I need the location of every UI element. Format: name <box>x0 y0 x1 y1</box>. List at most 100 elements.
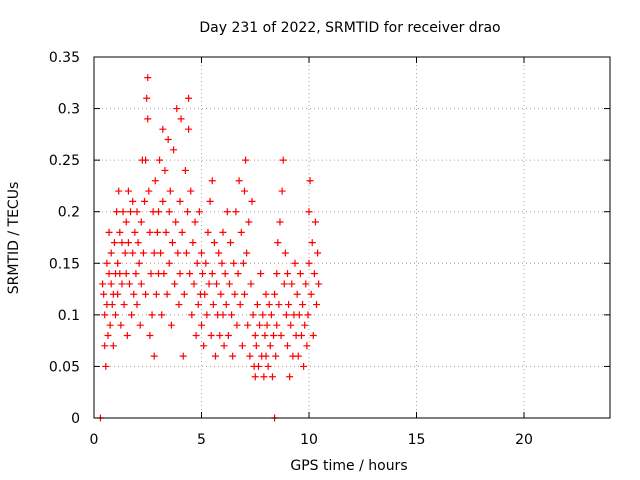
data-point <box>115 187 123 195</box>
data-point <box>198 249 205 257</box>
data-point <box>216 331 224 339</box>
data-point <box>168 239 176 247</box>
data-point <box>270 331 278 339</box>
data-point <box>251 331 259 339</box>
data-point <box>181 166 189 174</box>
data-point <box>110 239 118 247</box>
y-tick-label: 0.25 <box>49 153 80 169</box>
data-point <box>243 249 251 257</box>
data-point <box>158 311 166 319</box>
data-point <box>137 280 145 288</box>
data-point <box>242 156 250 164</box>
data-point <box>186 270 194 278</box>
data-point <box>281 249 289 257</box>
data-point <box>300 362 308 370</box>
data-point <box>278 187 286 195</box>
data-point <box>174 249 182 257</box>
data-point <box>165 259 173 267</box>
data-point <box>235 177 243 185</box>
data-point <box>189 239 197 247</box>
data-point <box>136 321 144 329</box>
data-point <box>303 342 311 350</box>
data-point <box>112 311 119 319</box>
data-point <box>107 249 115 257</box>
data-point <box>116 270 124 278</box>
data-point <box>129 249 137 257</box>
data-point <box>247 280 255 288</box>
data-point <box>166 187 174 195</box>
data-point <box>296 270 304 278</box>
data-point <box>142 290 150 298</box>
data-point <box>276 218 284 226</box>
data-point <box>238 342 246 350</box>
data-point <box>127 208 135 216</box>
data-point <box>101 311 109 319</box>
data-point <box>213 280 221 288</box>
y-axis-label: SRMTID / TECUs <box>6 182 22 295</box>
data-point <box>305 208 313 216</box>
data-point <box>146 331 154 339</box>
data-point <box>144 115 152 123</box>
data-point <box>229 352 237 360</box>
data-point <box>108 301 116 309</box>
data-point <box>162 228 170 236</box>
data-point <box>254 362 262 370</box>
data-point <box>185 94 193 102</box>
data-point <box>239 259 247 267</box>
data-point <box>190 280 198 288</box>
data-point <box>114 259 122 267</box>
data-point <box>160 270 168 278</box>
data-point <box>223 208 231 216</box>
x-tick-label: 15 <box>408 432 426 448</box>
data-point <box>244 321 252 329</box>
data-point <box>209 301 217 309</box>
data-point <box>220 342 228 350</box>
data-point <box>155 208 162 216</box>
data-point <box>119 208 127 216</box>
data-point <box>221 270 229 278</box>
y-tick-label: 0.35 <box>49 50 80 66</box>
data-point <box>249 311 257 319</box>
data-point <box>123 331 131 339</box>
data-point <box>165 208 173 216</box>
data-point <box>237 228 245 236</box>
data-point <box>271 290 279 298</box>
data-point <box>198 321 205 329</box>
data-point <box>273 321 281 329</box>
data-point <box>191 218 199 226</box>
data-point <box>105 270 113 278</box>
data-point <box>232 208 240 216</box>
data-point <box>272 352 280 360</box>
data-point <box>106 321 114 329</box>
data-point <box>159 197 167 205</box>
data-point <box>151 177 159 185</box>
data-point <box>180 290 188 298</box>
data-point <box>203 311 211 319</box>
data-point <box>175 301 183 309</box>
data-point <box>282 311 290 319</box>
data-point <box>141 197 149 205</box>
data-point <box>176 270 184 278</box>
data-point <box>313 301 321 309</box>
data-point <box>147 270 155 278</box>
data-point <box>124 239 132 247</box>
data-point <box>167 321 175 329</box>
data-point <box>109 342 117 350</box>
x-axis-label: GPS time / hours <box>290 458 407 474</box>
data-point <box>285 301 293 309</box>
data-point <box>314 249 322 257</box>
data-point <box>251 373 259 381</box>
data-point <box>305 259 313 267</box>
data-point <box>133 301 141 309</box>
data-point <box>274 239 282 247</box>
data-point <box>122 218 130 226</box>
data-point <box>107 280 115 288</box>
data-point <box>118 239 126 247</box>
data-point <box>201 290 209 298</box>
data-point <box>267 311 275 319</box>
data-point <box>99 280 107 288</box>
data-point <box>286 373 294 381</box>
data-point <box>273 270 281 278</box>
data-point <box>293 290 301 298</box>
x-tick-label: 0 <box>90 432 99 448</box>
